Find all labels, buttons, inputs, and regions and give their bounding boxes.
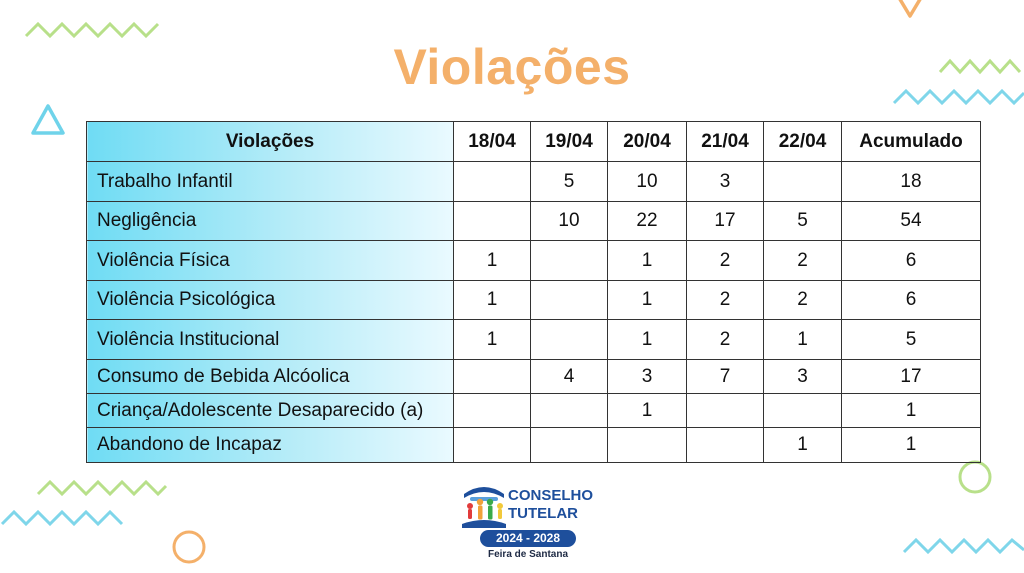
table-cell: 1 (607, 240, 687, 281)
table-row: Abandono de Incapaz 1 1 (86, 427, 981, 463)
table-cell: 2 (763, 240, 842, 281)
row-label: Trabalho Infantil (86, 161, 454, 202)
table-cell: 5 (530, 161, 608, 202)
table-cell (453, 201, 531, 241)
column-header: 20/04 (607, 121, 687, 162)
row-label: Consumo de Bebida Alcóolica (86, 359, 454, 394)
row-label: Criança/Adolescente Desaparecido (a) (86, 393, 454, 428)
zigzag-bottom-left-blue-decoration (0, 509, 124, 527)
table-cell: 54 (841, 201, 981, 241)
page-title: Violações (393, 39, 631, 95)
table-cell: 1 (453, 319, 531, 360)
table-cell: 10 (607, 161, 687, 202)
table-cell: 10 (530, 201, 608, 241)
table-header-row: Violações 18/04 19/04 20/04 21/04 22/04 … (86, 121, 981, 162)
column-header: 18/04 (453, 121, 531, 162)
column-header: 22/04 (763, 121, 842, 162)
table-row: Negligência 10 22 17 5 54 (86, 201, 981, 241)
zigzag-bottom-right-blue-decoration (902, 537, 1024, 555)
table-cell: 2 (686, 319, 764, 360)
table-cell (763, 161, 842, 202)
column-header: Acumulado (841, 121, 981, 162)
row-label: Violência Institucional (86, 319, 454, 360)
table-cell (686, 393, 764, 428)
table-cell: 2 (763, 280, 842, 320)
table-cell: 1 (607, 393, 687, 428)
table-cell: 1 (607, 319, 687, 360)
table-cell: 3 (686, 161, 764, 202)
table-cell (530, 280, 608, 320)
table-cell: 5 (763, 201, 842, 241)
table-cell: 4 (530, 359, 608, 394)
table-cell (530, 240, 608, 281)
column-header: 21/04 (686, 121, 764, 162)
table-row: Consumo de Bebida Alcóolica 4 3 7 3 17 (86, 359, 981, 394)
table-cell: 1 (841, 427, 981, 463)
table-cell (530, 427, 608, 463)
table-cell: 2 (686, 240, 764, 281)
table-cell: 6 (841, 240, 981, 281)
table-cell: 1 (763, 427, 842, 463)
table-cell: 17 (841, 359, 981, 394)
table-cell (453, 161, 531, 202)
zigzag-top-right-blue-decoration (892, 88, 1024, 106)
table-cell: 7 (686, 359, 764, 394)
table-cell: 1 (763, 319, 842, 360)
conselho-tutelar-logo: CONSELHO TUTELAR 2024 - 2028 Feira de Sa… (458, 480, 608, 568)
table-cell (763, 393, 842, 428)
table-row: Violência Psicológica 1 1 2 2 6 (86, 280, 981, 320)
table-row: Violência Física 1 1 2 2 6 (86, 240, 981, 281)
table-cell: 3 (607, 359, 687, 394)
table-cell: 5 (841, 319, 981, 360)
table-cell: 1 (607, 280, 687, 320)
triangle-outline-icon (898, 0, 922, 18)
zigzag-bottom-left-green-decoration (36, 479, 168, 497)
logo-city: Feira de Santana (487, 549, 569, 560)
table-cell (686, 427, 764, 463)
table-cell: 22 (607, 201, 687, 241)
row-label: Violência Psicológica (86, 280, 454, 320)
logo-line-2: TUTELAR (508, 505, 578, 522)
table-row: Criança/Adolescente Desaparecido (a) 1 1 (86, 393, 981, 428)
triangle-outline-icon (31, 104, 65, 135)
table-cell (453, 427, 531, 463)
table-cell (530, 319, 608, 360)
column-header: Violações (86, 121, 454, 162)
table-cell (453, 393, 531, 428)
table-cell: 2 (686, 280, 764, 320)
table-cell (453, 359, 531, 394)
table-cell: 1 (453, 280, 531, 320)
logo-years-badge: 2024 - 2028 (480, 530, 576, 547)
table-cell: 3 (763, 359, 842, 394)
table-cell: 6 (841, 280, 981, 320)
circle-outline-icon (958, 460, 992, 494)
row-label: Abandono de Incapaz (86, 427, 454, 463)
row-label: Negligência (86, 201, 454, 241)
table-row: Violência Institucional 1 1 2 1 5 (86, 319, 981, 360)
table-cell: 1 (453, 240, 531, 281)
zigzag-top-right-green-decoration (938, 58, 1022, 75)
zigzag-top-left-decoration (24, 21, 160, 39)
circle-outline-icon (172, 530, 206, 564)
table-row: Trabalho Infantil 5 10 3 18 (86, 161, 981, 202)
table-cell (607, 427, 687, 463)
table-cell (530, 393, 608, 428)
logo-line-1: CONSELHO (508, 487, 594, 504)
table-cell: 17 (686, 201, 764, 241)
column-header: 19/04 (530, 121, 608, 162)
row-label: Violência Física (86, 240, 454, 281)
violations-table: Violações 18/04 19/04 20/04 21/04 22/04 … (86, 121, 981, 463)
family-emblem-icon (462, 487, 506, 528)
table-cell: 18 (841, 161, 981, 202)
table-cell: 1 (841, 393, 981, 428)
